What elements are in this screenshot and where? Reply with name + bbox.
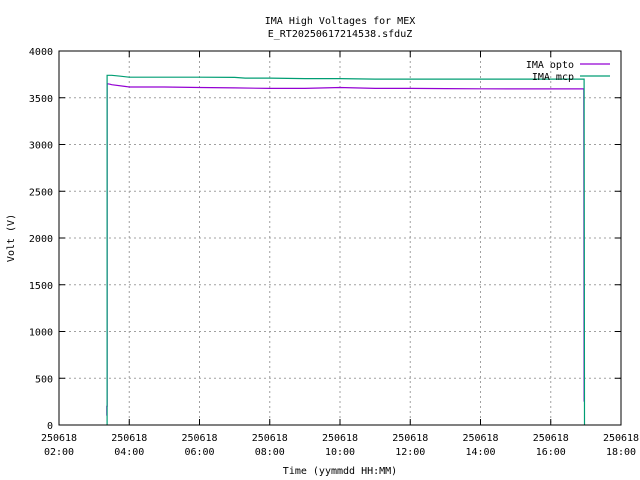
x-tick-time: 08:00 (255, 447, 285, 458)
x-axis: 25061802:0025061804:0025061806:002506180… (41, 51, 639, 458)
x-tick-time: 04:00 (114, 447, 144, 458)
x-tick-date: 250618 (322, 433, 358, 444)
x-tick-date: 250618 (462, 433, 498, 444)
y-tick-label: 1000 (29, 328, 53, 339)
x-tick-time: 06:00 (184, 447, 214, 458)
x-tick-date: 250618 (181, 433, 217, 444)
x-tick-time: 18:00 (606, 447, 636, 458)
x-tick-date: 250618 (252, 433, 288, 444)
y-tick-label: 3000 (29, 141, 53, 152)
x-tick-time: 14:00 (465, 447, 495, 458)
x-tick-date: 250618 (392, 433, 428, 444)
x-tick-time: 02:00 (44, 447, 74, 458)
x-tick-date: 250618 (603, 433, 639, 444)
x-tick-time: 16:00 (536, 447, 566, 458)
chart-subtitle: E_RT20250617214538.sfduZ (268, 29, 413, 40)
x-tick-date: 250618 (41, 433, 77, 444)
series-line-ima-opto (106, 82, 585, 416)
y-axis: 0 500 1000 1500 2000 2500 3000 3500 4000 (29, 47, 621, 432)
y-tick-label: 2000 (29, 234, 53, 245)
y-tick-label: 2500 (29, 187, 53, 198)
grid (59, 51, 621, 425)
legend-label: IMA mcp (532, 72, 574, 83)
y-tick-label: 0 (47, 421, 53, 432)
chart-title: IMA High Voltages for MEX (265, 16, 416, 27)
x-tick-time: 10:00 (325, 447, 355, 458)
plot-frame (58, 50, 622, 426)
y-tick-label: 1500 (29, 281, 53, 292)
x-axis-label: Time (yymmdd HH:MM) (283, 466, 397, 477)
legend-label: IMA opto (526, 60, 574, 71)
y-tick-label: 500 (35, 374, 53, 385)
x-tick-time: 12:00 (395, 447, 425, 458)
y-tick-label: 4000 (29, 47, 53, 58)
series-group (106, 74, 586, 426)
y-axis-label: Volt (V) (6, 214, 17, 262)
x-tick-date: 250618 (111, 433, 147, 444)
y-tick-label: 3500 (29, 94, 53, 105)
x-tick-date: 250618 (533, 433, 569, 444)
series-line-ima-mcp (106, 74, 586, 426)
